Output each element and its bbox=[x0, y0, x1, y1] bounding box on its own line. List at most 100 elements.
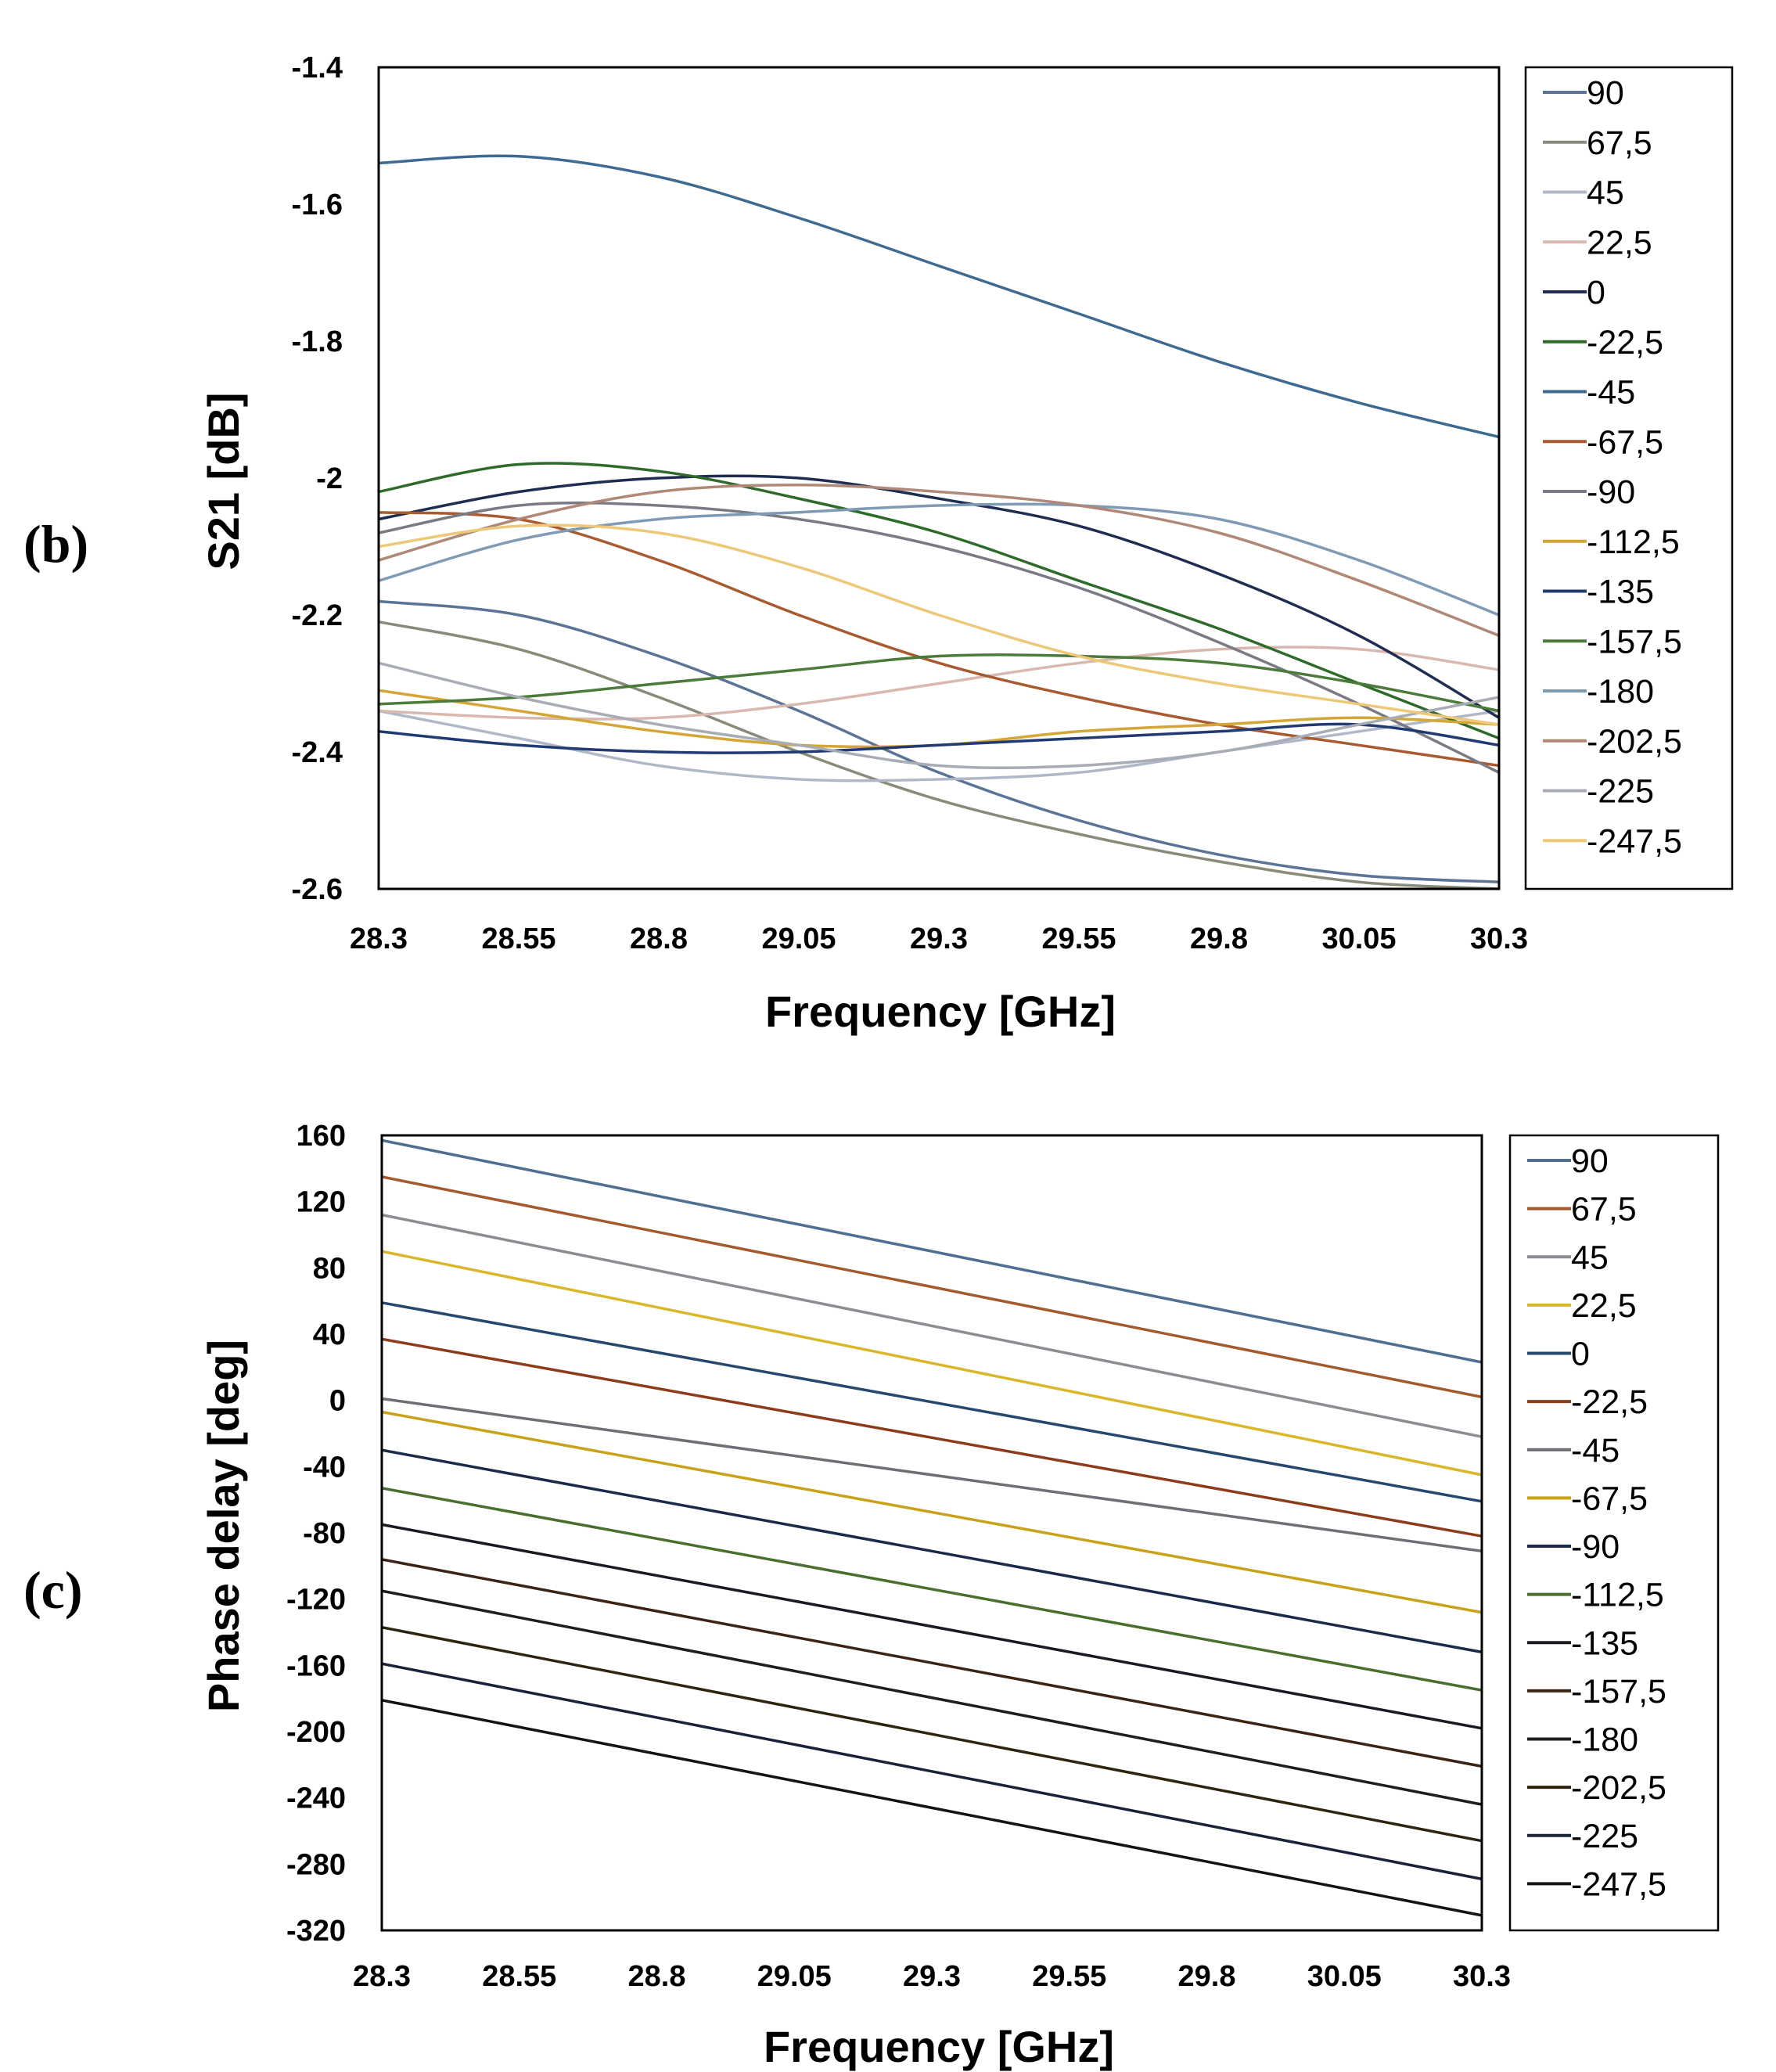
series-line-b bbox=[378, 653, 1500, 713]
series-line-b bbox=[378, 523, 1500, 726]
series-line-c bbox=[381, 1589, 1483, 1806]
legend-label: -157,5 bbox=[1587, 623, 1682, 660]
legend-c: 90 67,5 45 22,5 0 -22,5 -45 -67,5 -90 -112,5 -135 -… bbox=[1508, 1134, 1720, 1932]
x-tick-label: 28.55 bbox=[482, 1960, 556, 1993]
legend-label: -45 bbox=[1571, 1432, 1620, 1469]
series-line-b bbox=[378, 661, 1500, 770]
legend-label: 67,5 bbox=[1571, 1191, 1637, 1228]
series-layer-b bbox=[378, 154, 1500, 890]
legend-label: 0 bbox=[1571, 1336, 1590, 1373]
series-line-b bbox=[378, 502, 1500, 617]
series-line-b bbox=[378, 620, 1500, 890]
x-tick-label: 28.3 bbox=[353, 1960, 411, 1993]
legend-label: 0 bbox=[1587, 274, 1605, 311]
series-line-c bbox=[381, 1337, 1483, 1538]
y-tick-label: 0 bbox=[329, 1385, 346, 1418]
legend-label: -22,5 bbox=[1571, 1383, 1648, 1421]
series-line-c bbox=[381, 1558, 1483, 1768]
series-line-b bbox=[378, 462, 1500, 740]
legend-label: -22,5 bbox=[1587, 324, 1663, 362]
series-line-c bbox=[381, 1625, 1483, 1843]
legend-label: 22,5 bbox=[1571, 1287, 1637, 1325]
series-line-c bbox=[381, 1213, 1483, 1438]
series-line-b bbox=[378, 501, 1500, 774]
x-axis-title-c: Frequency [GHz] bbox=[764, 2022, 1114, 2071]
x-tick-label: 29.55 bbox=[1041, 923, 1116, 955]
legend-box-b bbox=[1524, 66, 1734, 890]
y-tick-label: 40 bbox=[313, 1318, 346, 1351]
y-tick-label: -1.6 bbox=[292, 189, 343, 221]
x-ticks-c: 28.3 28.55 28.8 29.05 29.3 29.55 29.8 30.05 30.3 bbox=[353, 1960, 1511, 1993]
y-tick-label: -200 bbox=[286, 1716, 346, 1749]
legend-label: 45 bbox=[1587, 174, 1624, 212]
series-line-b bbox=[378, 474, 1500, 719]
legend-label: 67,5 bbox=[1587, 124, 1652, 162]
legend-label: -225 bbox=[1571, 1818, 1638, 1855]
series-line-c bbox=[381, 1662, 1483, 1881]
y-tick-label: -1.8 bbox=[292, 326, 343, 358]
legend-label: -90 bbox=[1571, 1528, 1620, 1566]
y-tick-label: 80 bbox=[313, 1252, 346, 1285]
x-tick-label: 29.05 bbox=[761, 923, 836, 955]
x-tick-label: 29.55 bbox=[1032, 1960, 1106, 1993]
y-tick-label: -40 bbox=[303, 1451, 346, 1484]
series-line-c bbox=[381, 1250, 1483, 1477]
y-tick-label: -2.2 bbox=[292, 599, 343, 632]
x-axis-title-b: Frequency [GHz] bbox=[765, 987, 1116, 1036]
y-tick-label: 120 bbox=[297, 1186, 346, 1219]
y-tick-label: -160 bbox=[286, 1649, 346, 1682]
legend-label: 22,5 bbox=[1587, 224, 1652, 261]
y-ticks-b: -1.4 -1.6 -1.8 -2 -2.2 -2.4 -2.6 bbox=[292, 52, 343, 906]
series-line-c bbox=[381, 1410, 1483, 1614]
legend-label: -67,5 bbox=[1571, 1480, 1648, 1517]
legend-label: 90 bbox=[1571, 1142, 1609, 1180]
legend-label: 90 bbox=[1587, 74, 1624, 112]
panel-label-b: (b) bbox=[23, 514, 88, 574]
legend-b: 90 67,5 45 22,5 0 -22,5 -45 -67,5 -90 -112,5 -135 -… bbox=[1524, 66, 1734, 890]
y-tick-label: -320 bbox=[286, 1915, 346, 1948]
series-line-c bbox=[381, 1175, 1483, 1399]
x-tick-label: 29.3 bbox=[910, 923, 968, 955]
series-line-c bbox=[381, 1397, 1483, 1553]
legend-label: -135 bbox=[1571, 1624, 1638, 1662]
y-tick-label: -120 bbox=[286, 1584, 346, 1617]
legend-label: -112,5 bbox=[1587, 523, 1680, 561]
x-tick-label: 29.05 bbox=[757, 1960, 832, 1993]
legend-label: -135 bbox=[1587, 574, 1654, 611]
legend-label: -67,5 bbox=[1587, 423, 1663, 461]
x-tick-label: 29.8 bbox=[1178, 1960, 1236, 1993]
legend-label: -90 bbox=[1587, 473, 1635, 511]
legend-label: -157,5 bbox=[1571, 1673, 1666, 1710]
series-line-b bbox=[378, 599, 1500, 883]
series-line-b bbox=[378, 722, 1500, 754]
legend-box-c bbox=[1508, 1134, 1720, 1932]
series-line-b bbox=[378, 154, 1500, 439]
y-axis-title-c: Phase delay [deg] bbox=[199, 1340, 248, 1712]
y-tick-label: 160 bbox=[297, 1120, 346, 1153]
x-tick-label: 30.3 bbox=[1453, 1960, 1511, 1993]
x-tick-label: 29.8 bbox=[1190, 923, 1248, 955]
x-tick-label: 30.3 bbox=[1470, 923, 1528, 955]
legend-label: -202,5 bbox=[1571, 1769, 1666, 1807]
legend-label: 45 bbox=[1571, 1239, 1609, 1276]
y-tick-label: -280 bbox=[286, 1848, 346, 1881]
y-tick-label: -1.4 bbox=[292, 52, 343, 85]
legend-label: -180 bbox=[1587, 673, 1654, 710]
x-tick-label: 30.05 bbox=[1307, 1960, 1382, 1993]
series-line-c bbox=[381, 1699, 1483, 1917]
chart-phase-delay: (c) Phase delay [deg] Frequency [GHz] 16… bbox=[23, 1120, 1720, 2071]
plot-frame-b bbox=[377, 66, 1501, 890]
series-line-c bbox=[381, 1448, 1483, 1654]
series-line-b bbox=[378, 483, 1500, 637]
chart-s21: (b) S21 [dB] Frequency [GHz] -1.4-1.6-1.… bbox=[23, 52, 1734, 1036]
series-line-c bbox=[381, 1523, 1483, 1730]
series-layer-c bbox=[381, 1139, 1483, 1917]
y-tick-label: -240 bbox=[286, 1782, 346, 1815]
legend-label: -225 bbox=[1587, 773, 1654, 811]
y-tick-label: -2 bbox=[316, 462, 343, 495]
x-tick-label: 28.3 bbox=[350, 923, 408, 955]
y-ticks-c: 160 120 80 40 0 -40 -80 -120 -160 -200 -240 -280 -32… bbox=[286, 1120, 346, 1948]
plot-frame-c bbox=[380, 1134, 1483, 1932]
series-line-b bbox=[378, 510, 1500, 768]
legend-label: -247,5 bbox=[1587, 822, 1682, 860]
